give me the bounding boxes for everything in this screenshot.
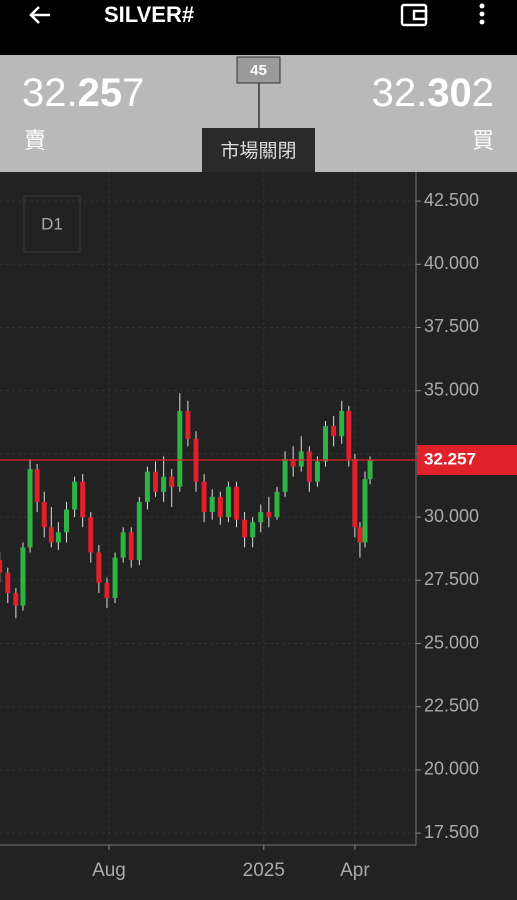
bid-big: 25	[78, 71, 123, 115]
candle-body	[80, 481, 86, 518]
spread-value: 45	[250, 62, 267, 79]
quote-panel: 32.257 賣 32.302 買 45 市場關閉	[0, 55, 517, 172]
y-tick-label: 30.000	[424, 506, 479, 526]
candle-body	[352, 458, 358, 528]
ask-price[interactable]: 32.302	[372, 71, 494, 115]
candle-body	[250, 522, 256, 538]
candle-body	[20, 547, 26, 606]
ask-head: 32.	[372, 71, 428, 115]
candle-body	[314, 461, 320, 482]
candle-body	[266, 512, 272, 518]
candle-body	[274, 491, 280, 518]
back-button[interactable]	[29, 6, 50, 24]
candle-body	[225, 486, 231, 518]
x-tick-label: Apr	[0, 860, 1, 881]
candle-body	[41, 501, 47, 528]
candle-body	[96, 552, 102, 583]
y-tick-label: 22.500	[424, 695, 479, 715]
candle-body	[27, 469, 33, 548]
candle-body	[72, 481, 78, 510]
candle-body	[233, 486, 239, 520]
candle-body	[367, 460, 373, 480]
market-status: 市場關閉	[220, 140, 296, 162]
menu-button[interactable]	[479, 3, 485, 25]
candle-body	[169, 476, 175, 487]
candle-body	[331, 426, 337, 437]
top-bar: SILVER#	[0, 0, 517, 55]
bid-label: 賣	[24, 128, 46, 153]
candle-body	[153, 471, 159, 492]
x-tick-label: Apr	[340, 860, 370, 881]
bid-head: 32.	[22, 71, 78, 115]
candle-body	[177, 410, 183, 487]
candle-body	[128, 532, 134, 561]
candle-body	[323, 426, 329, 462]
ask-label: 買	[472, 128, 494, 153]
candle-body	[13, 592, 19, 606]
candle-body	[34, 469, 40, 502]
candle-body	[5, 572, 11, 593]
last-price-box	[417, 445, 517, 476]
candle-body	[282, 458, 288, 492]
candle-body	[346, 410, 352, 459]
y-tick-label: 27.500	[424, 569, 479, 589]
quote-svg: 32.257 賣 32.302 買 45 市場關閉	[22, 56, 494, 172]
candle-body	[217, 496, 223, 518]
x-tick-label: Aug	[92, 860, 126, 881]
candle-body	[144, 471, 150, 502]
chart[interactable]: D1 17.500 20.000 22.500 25.000 27.500 30.000 3…	[0, 172, 517, 900]
candle-body	[55, 532, 61, 543]
candle-body	[362, 479, 368, 543]
last-price-label: 32.257	[424, 450, 476, 469]
candle-body	[88, 517, 94, 553]
candle-body	[209, 496, 215, 513]
y-tick-label: 20.000	[424, 759, 479, 779]
y-tick-label: 37.500	[424, 316, 479, 336]
bid-price[interactable]: 32.257	[22, 71, 144, 115]
status-tab	[202, 128, 315, 172]
top-bar-icons: SILVER#	[29, 2, 485, 27]
candle-body	[48, 527, 54, 543]
candle-body	[242, 519, 248, 538]
symbol-title: SILVER#	[104, 2, 194, 27]
candle-body	[104, 582, 110, 598]
ask-big: 30	[427, 71, 472, 115]
y-tick-label: 35.000	[424, 379, 479, 399]
x-tick-label: 2025	[243, 860, 285, 881]
candle-body	[185, 410, 191, 439]
spread-box	[236, 56, 281, 84]
candle-body	[290, 458, 296, 467]
candle-body	[339, 410, 345, 437]
ask-pip: 2	[472, 71, 494, 115]
wallet-button[interactable]	[400, 3, 428, 27]
candle-body	[136, 501, 142, 561]
candle-body	[161, 476, 167, 492]
candle-body	[112, 557, 118, 598]
candle-body	[258, 512, 264, 523]
y-tick-label: 25.000	[424, 632, 479, 652]
bid-pip: 7	[122, 71, 144, 115]
y-tick-label: 42.500	[424, 190, 479, 210]
y-tick-label: 40.000	[424, 253, 479, 273]
timeframe-box[interactable]	[23, 195, 81, 253]
candle-body	[306, 451, 312, 482]
y-tick-label: 17.500	[424, 822, 479, 842]
candle-body	[357, 527, 363, 543]
candle-body	[120, 532, 126, 558]
candle-body	[0, 560, 3, 573]
candle-body	[201, 481, 207, 513]
candle-body	[298, 451, 304, 467]
timeframe: D1	[41, 214, 63, 233]
candle-body	[63, 509, 69, 533]
